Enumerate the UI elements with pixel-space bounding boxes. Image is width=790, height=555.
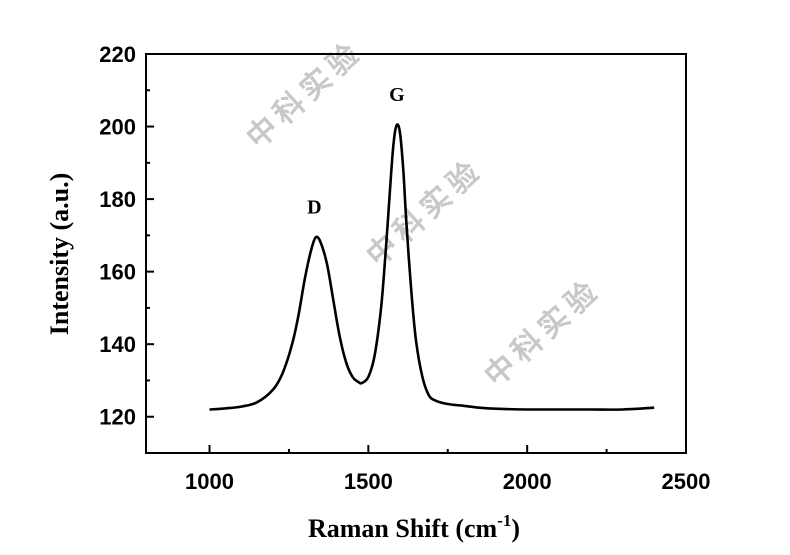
peak-label-g: G	[389, 84, 405, 106]
x-tick-label: 2500	[662, 469, 711, 494]
x-tick-label: 2000	[503, 469, 552, 494]
watermark-text: 中科实验	[240, 34, 370, 156]
y-tick-label: 160	[99, 260, 136, 285]
plot-frame	[145, 53, 687, 454]
x-axis-title-main: Raman Shift (cm	[308, 514, 498, 543]
watermark-text: 中科实验	[360, 152, 490, 274]
x-axis-title-superscript: -1	[497, 511, 511, 530]
peak-annotations: DG	[307, 84, 405, 218]
y-tick-label: 180	[99, 187, 136, 212]
x-tick-label: 1500	[344, 469, 393, 494]
y-tick-label: 120	[99, 405, 136, 430]
x-axis-title-suffix: )	[511, 514, 520, 543]
y-tick-label: 140	[99, 332, 136, 357]
spectrum-line	[209, 123, 655, 411]
peak-label-d: D	[307, 197, 321, 219]
y-tick-label: 200	[99, 115, 136, 140]
x-axis-title: Raman Shift (cm-1)	[308, 511, 520, 543]
x-axis: 1000 1500 2000 2500	[185, 445, 710, 494]
y-axis: 120 140 160 180 200 220	[99, 42, 154, 430]
y-tick-label: 220	[99, 42, 136, 67]
watermark-text: 中科实验	[478, 272, 608, 394]
y-axis-title: Intensity (a.u.)	[45, 173, 74, 336]
x-tick-label: 1000	[185, 469, 234, 494]
